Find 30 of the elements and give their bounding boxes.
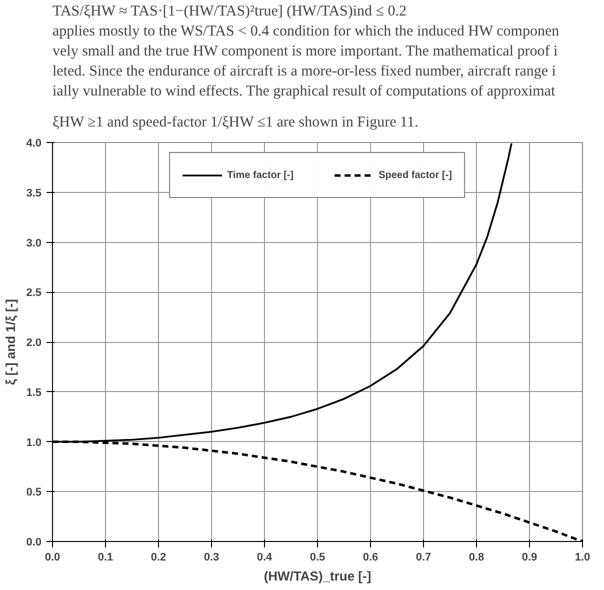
y-tick-label: 0.5 — [26, 486, 42, 499]
legend-label: Speed factor [-] — [378, 170, 452, 180]
text: applies mostly to the WS/TAS < 0.4 condition for which the induced HW componen — [52, 24, 560, 40]
x-tick-label: 0.1 — [98, 552, 114, 564]
x-tick-label: 0.0 — [44, 552, 60, 564]
text: ξHW ≥1 and speed-factor 1/ξHW ≤1 are shown in Figure 11. — [52, 114, 418, 130]
x-tick-label: 0.6 — [362, 552, 378, 564]
legend-label: Time factor [-] — [227, 170, 294, 180]
text: vely small and the true HW component is more important. The mathematical proof i — [52, 44, 558, 60]
y-tick-label: 3.5 — [26, 187, 42, 200]
x-tick-label: 0.7 — [416, 552, 432, 564]
text: TAS/ξHW ≈ TAS·[1−(HW/TAS)²true] (HW/TAS)ind ≤ 0.2 — [52, 4, 407, 20]
y-tick-label: 2.5 — [26, 287, 42, 300]
y-tick-label: 0.0 — [26, 536, 42, 548]
x-tick-label: 0.5 — [310, 552, 326, 564]
y-tick-label: 2.0 — [26, 337, 42, 349]
x-tick-label: 1.0 — [574, 552, 590, 564]
x-tick-label: 0.3 — [204, 552, 220, 564]
y-tick-label: 4.0 — [26, 138, 42, 150]
y-tick-label: 1.0 — [26, 436, 42, 449]
x-tick-label: 0.8 — [468, 552, 484, 564]
x-tick-label: 0.9 — [522, 552, 538, 564]
y-axis-title: ξ [-] and 1/ξ [-] — [3, 299, 18, 385]
y-tick-label: 1.5 — [26, 386, 42, 399]
x-tick-label: 0.2 — [150, 552, 166, 564]
text: leted. Since the endurance of aircraft is a more-or-less fixed number, aircraft range i — [52, 64, 556, 80]
x-axis-title: (HW/TAS)_true [-] — [264, 568, 372, 584]
x-tick-label: 0.4 — [256, 552, 274, 564]
y-tick-label: 3.0 — [26, 237, 42, 250]
text: ially vulnerable to wind effects. The graphical result of computations of approximat — [52, 84, 556, 100]
